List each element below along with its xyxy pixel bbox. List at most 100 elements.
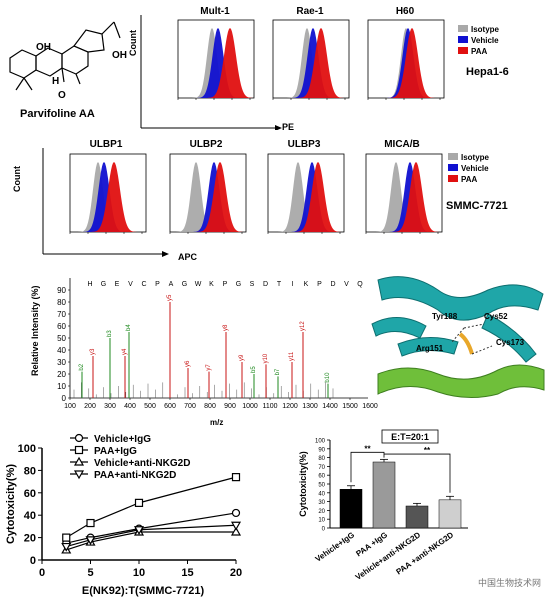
histogram-ulbp2	[169, 153, 247, 234]
line-chart-y-label: Cytotoxicity(%)	[5, 464, 17, 544]
spectrum-x-tick-label: 700	[184, 403, 196, 410]
spectrum-x-tick-label: 1600	[362, 403, 378, 410]
line-chart-series-line	[65, 476, 237, 539]
line-chart-legend-marker	[74, 445, 84, 455]
spectrum-x-tick-label: 800	[204, 403, 216, 410]
bar-chart-y-tick-label: 20	[318, 509, 325, 515]
line-chart-y-tick-label: 100	[18, 443, 36, 455]
panel-a-x-label: PE	[282, 122, 295, 132]
bar-chart-category-label: PAA +anti-NKG2D	[394, 530, 455, 576]
histogram-ulbp3	[267, 153, 345, 234]
spectrum-x-tick-label: 600	[164, 403, 176, 410]
histogram-title-ulbp3: ULBP3	[287, 139, 321, 150]
legend-swatch-vehicle	[448, 164, 458, 171]
panel-a-legend: Isotype Vehicle PAA	[458, 24, 499, 57]
bar-chart-y-tick-label: 0	[322, 527, 326, 533]
sequence-residue: K	[209, 281, 214, 288]
oh-label-2: OH	[112, 50, 127, 61]
sequence-residue: V	[344, 281, 349, 288]
spectrum-peak-label: y4	[122, 348, 128, 355]
panel-a-y-label: Count	[128, 30, 138, 56]
spectrum-peak-label: b5	[251, 366, 257, 373]
line-chart-series-line	[66, 512, 237, 544]
line-chart-point	[133, 526, 145, 535]
spectrum-peak-label: y3	[90, 348, 96, 355]
legend-label: Vehicle	[471, 36, 499, 45]
bar-chart-y-tick-label: 80	[318, 456, 325, 462]
histogram-rae1	[272, 19, 350, 100]
spectrum-y-tick-label: 60	[57, 322, 66, 331]
bar-chart-bar	[438, 499, 462, 529]
line-chart-y-tick-label: 20	[24, 533, 36, 545]
spectrum-x-tick-label: 1000	[242, 403, 258, 410]
histogram-peak	[366, 162, 442, 232]
line-chart-legend-label: PAA+anti-NKG2D	[94, 470, 176, 481]
histogram-title-micab: MICA/B	[384, 139, 420, 150]
histogram-peak	[368, 28, 444, 98]
spectrum-peak-label: y11	[289, 351, 295, 361]
spectrum-x-tick-label: 100	[64, 403, 76, 410]
bar-chart-y-tick-label: 60	[318, 474, 325, 480]
sequence-residue: Q	[357, 281, 363, 288]
panel-b-y-label: Count	[12, 166, 22, 192]
histogram-peak	[268, 162, 344, 232]
histogram-peak	[268, 162, 344, 232]
sequence-residue: P	[223, 281, 228, 288]
spectrum-peak-label: b7	[275, 368, 281, 375]
cytotoxicity-bar-chart: 0 10 20 30 40 50 60 70 80 90 100 Cytotoxicity(%) Veh…	[298, 429, 468, 582]
line-chart-y-tick-label: 40	[24, 510, 36, 522]
spectrum-x-tick-label: 500	[144, 403, 156, 410]
line-chart-x-tick-label: 0	[39, 567, 45, 579]
histogram-h60	[367, 19, 445, 100]
histogram-title-h60: H60	[395, 6, 415, 17]
sequence-residue: C	[141, 281, 146, 288]
sequence-residue: S	[250, 281, 255, 288]
h-label: H	[52, 76, 60, 87]
panel-b-legend: Isotype Vehicle PAA	[448, 152, 489, 185]
line-chart-x-tick-label: 20	[230, 567, 242, 579]
spectrum-y-tick-label: 90	[57, 286, 66, 295]
sequence-residue: K	[304, 281, 309, 288]
sequence-residue: G	[101, 281, 106, 288]
watermark: 中国生物技术网	[478, 578, 542, 588]
significance-stars-1: **	[364, 444, 371, 453]
spectrum-peak-label: b3	[107, 330, 113, 337]
bar-chart-y-tick-label: 100	[315, 439, 326, 445]
compound-structure	[9, 21, 121, 91]
spectrum-peak-label: b4	[126, 324, 132, 331]
line-chart-legend-marker	[73, 470, 85, 480]
oh-label-1: OH	[36, 42, 51, 53]
sequence-residue: P	[155, 281, 160, 288]
histogram-peak	[273, 28, 349, 98]
residue-label-cys173: Cys173	[496, 338, 525, 347]
legend-label: Vehicle	[461, 164, 489, 173]
spectrum-peak-label: y6	[185, 360, 191, 367]
cytotoxicity-line-chart: 0 20 40 60 80 100 0 5 10 15 20 Cytotoxicity(%) E(NK9…	[5, 433, 242, 597]
histogram-peak	[70, 162, 146, 232]
sequence-residue: T	[277, 281, 282, 288]
legend-swatch-isotype	[458, 25, 468, 32]
spectrum-x-tick-label: 200	[84, 403, 96, 410]
histogram-title-mult1: Mult-1	[200, 6, 230, 17]
line-chart-point	[230, 521, 242, 531]
bar-chart-y-tick-label: 40	[318, 491, 325, 497]
line-chart-point	[86, 518, 95, 528]
panel-b-axis-frame	[42, 148, 169, 257]
sequence-residue: G	[236, 281, 241, 288]
residue-label-cys52: Cys52	[484, 312, 508, 321]
spectrum-x-tick-label: 1500	[342, 403, 358, 410]
compound-name: Parvifoline AA	[20, 108, 95, 120]
line-chart-y-tick-label: 0	[30, 555, 36, 567]
panel-a-cell-line: Hepa1-6	[466, 66, 509, 78]
spectrum-x-tick-label: 300	[104, 403, 116, 410]
spectrum-x-tick-label: 400	[124, 403, 136, 410]
spectrum-peak-label: y12	[300, 321, 306, 331]
spectrum-y-tick-label: 40	[57, 346, 66, 355]
histogram-ulbp1	[69, 153, 147, 234]
spectrum-peak-label: b2	[79, 363, 85, 370]
histogram-peak	[170, 162, 246, 232]
line-chart-y-tick-label: 80	[24, 465, 36, 477]
spectrum-y-tick-label: 30	[57, 358, 66, 367]
spectrum-x-tick-label: 900	[224, 403, 236, 410]
bar-chart-bar	[405, 505, 429, 529]
